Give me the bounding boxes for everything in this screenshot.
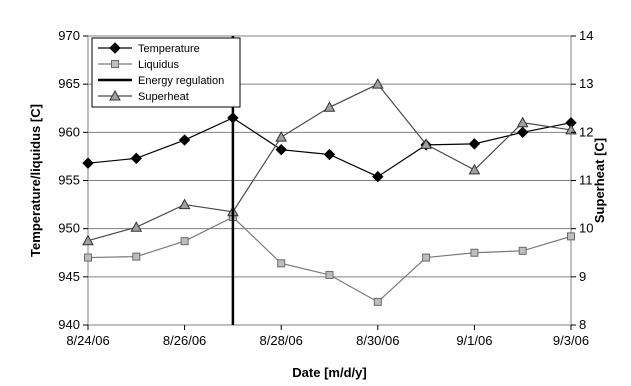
y-left-tick-label: 960 [58,124,80,139]
y-right-tick-label: 8 [579,317,586,332]
legend-label-superheat: Superheat [138,91,189,103]
temperature-point [275,143,287,156]
temperature-point [323,148,336,161]
y-right-axis-title: Superheat [C] [592,138,607,223]
y-left-tick-label: 965 [58,76,80,91]
liquidus-point [277,259,286,268]
y-left-tick-label: 955 [58,173,80,188]
x-tick-label: 8/30/06 [356,333,399,348]
y-left-tick-label: 945 [58,269,80,284]
superheat-point [82,234,94,246]
legend-label-temperature: Temperature [138,43,200,55]
liquidus-point [325,270,334,279]
temperature-point [372,170,384,183]
y-right-tick-label: 10 [579,221,593,236]
legend-label-energy-regulation: Energy regulation [138,75,224,87]
x-tick-label: 9/1/06 [456,333,492,348]
liquidus-point [373,297,382,306]
superheat-point [371,78,384,89]
legend: Temperature Liquidus Energy regulation Supe… [91,37,241,108]
superheat-point [275,131,288,142]
temperature-point [516,126,529,139]
y-right-tick-label: 13 [579,76,593,91]
legend-marker-superheat [109,89,121,101]
temperature-point [468,138,481,150]
liquidus-point [470,248,479,257]
legend-label-liquidus: Liquidus [138,59,179,71]
y-left-tick-label: 970 [58,28,80,43]
x-tick-label: 8/26/06 [163,333,206,348]
superheat-point [565,123,577,135]
temperature-point [130,152,143,165]
superheat-point [420,138,432,149]
superheat-point [516,116,529,128]
x-tick-label: 8/24/06 [66,333,109,348]
y-right-tick-label: 14 [579,28,593,43]
liquidus-point [132,252,141,261]
x-axis-title: Date [m/d/y] [292,365,366,380]
y-right-tick-label: 9 [579,269,586,284]
axes: 940 945 950 955 960 965 970 8 9 10 11 12 13 14 8/24/06… [28,28,607,380]
x-tick-label: 9/3/06 [553,333,589,348]
y-left-axis-title: Temperature/liquidus [C] [28,104,43,257]
liquidus-point [567,232,575,241]
legend-marker-temperature [109,42,121,54]
legend-marker-liquidus [111,60,119,68]
y-right-tick-label: 11 [579,173,593,188]
liquidus-point [422,253,431,262]
superheat-point [178,198,191,210]
y-right-tick-label: 12 [579,124,593,139]
liquidus-point [84,253,92,262]
temperature-point [178,134,191,146]
liquidus-point [180,237,189,246]
x-tick-label: 8/28/06 [260,333,303,348]
superheat-point [323,101,336,112]
superheat-point [468,163,481,175]
superheat-point [130,221,143,232]
liquidus-point [518,246,527,255]
temperature-point [82,157,94,169]
y-left-tick-label: 950 [58,221,80,236]
y-left-tick-label: 940 [58,317,80,332]
